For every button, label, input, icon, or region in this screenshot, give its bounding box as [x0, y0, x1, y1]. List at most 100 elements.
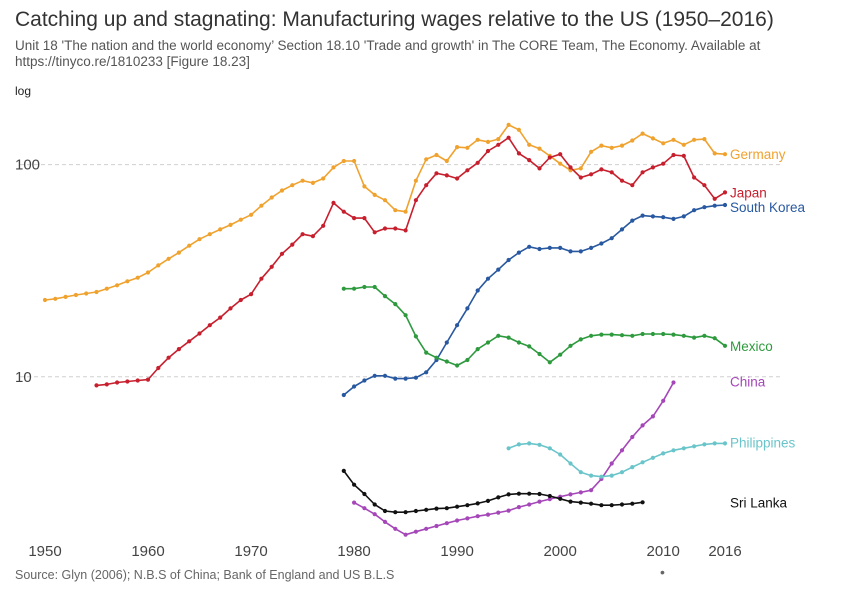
data-point-philippines: [619, 470, 625, 475]
data-point-germany: [424, 157, 429, 162]
series-philippines: [506, 441, 728, 479]
data-point-japan: [197, 331, 202, 336]
data-point-china: [413, 529, 418, 534]
series-germany: [42, 122, 728, 303]
source-note: Source: Glyn (2006); N.B.S of China; Ban…: [15, 568, 395, 582]
series-label-south-korea: South Korea: [730, 200, 806, 215]
data-point-mexico: [702, 333, 707, 338]
data-point-germany: [630, 138, 635, 143]
data-point-mexico: [599, 332, 604, 337]
data-point-japan: [619, 178, 625, 183]
data-point-china: [475, 514, 480, 519]
data-point-mexico: [589, 333, 594, 338]
data-point-philippines: [558, 452, 563, 457]
data-point-south-korea: [589, 245, 594, 250]
data-point-philippines: [547, 446, 552, 451]
data-point-philippines: [630, 465, 635, 470]
data-point-south-korea: [692, 208, 697, 213]
data-point-germany: [681, 142, 686, 147]
data-point-germany: [310, 180, 315, 185]
data-point-mexico: [681, 333, 686, 338]
data-point-japan: [218, 315, 223, 320]
data-point-south-korea: [712, 203, 717, 208]
data-point-germany: [434, 152, 439, 158]
data-point-germany: [73, 292, 78, 298]
data-point-japan: [372, 230, 377, 235]
data-point-philippines: [692, 444, 697, 449]
data-point-sri-lanka: [475, 501, 480, 506]
data-point-germany: [104, 286, 109, 291]
data-point-japan: [187, 339, 192, 344]
data-point-germany: [527, 142, 532, 147]
series-china: [352, 380, 676, 537]
data-point-germany: [84, 291, 89, 296]
data-point-japan: [578, 175, 583, 180]
data-point-germany: [125, 279, 130, 284]
data-point-japan: [156, 365, 161, 371]
data-point-mexico: [506, 335, 511, 340]
data-point-china: [568, 492, 573, 497]
data-point-china: [382, 519, 388, 525]
data-point-germany: [589, 149, 594, 154]
series-sri-lanka: [341, 468, 645, 515]
data-point-south-korea: [527, 244, 532, 249]
data-point-germany: [341, 158, 346, 164]
data-point-japan: [207, 323, 212, 328]
data-point-sri-lanka: [393, 510, 398, 515]
data-point-japan: [176, 347, 181, 352]
subtitle-line-1: Unit 18 'The nation and the world econom…: [15, 38, 761, 53]
data-point-mexico: [444, 359, 449, 364]
data-point-germany: [722, 152, 728, 157]
data-point-mexico: [372, 284, 377, 290]
y-tick-label: 10: [15, 369, 32, 386]
data-point-mexico: [692, 335, 697, 340]
data-point-japan: [692, 175, 697, 180]
data-point-south-korea: [599, 241, 604, 246]
data-point-south-korea: [650, 214, 656, 219]
data-point-japan: [341, 209, 346, 214]
data-point-japan: [444, 173, 449, 178]
data-point-japan: [166, 355, 171, 360]
page-subtitle: Unit 18 'The nation and the world econom…: [15, 38, 835, 70]
data-point-japan: [228, 306, 233, 311]
data-point-germany: [558, 161, 563, 166]
y-tick-label: 100: [15, 157, 40, 174]
data-point-japan: [290, 242, 295, 247]
data-point-mexico: [455, 363, 460, 368]
data-point-germany: [619, 143, 625, 148]
data-point-germany: [362, 184, 367, 189]
data-point-south-korea: [516, 250, 522, 255]
data-point-sri-lanka: [547, 493, 552, 499]
data-point-south-korea: [455, 323, 460, 328]
data-point-china: [527, 502, 532, 507]
data-point-philippines: [681, 446, 686, 451]
data-point-germany: [321, 176, 326, 181]
data-point-germany: [516, 127, 522, 132]
y-axis-label: log: [15, 84, 31, 98]
data-point-sri-lanka: [496, 495, 501, 500]
data-point-sri-lanka: [537, 491, 542, 497]
data-point-germany: [382, 198, 388, 203]
data-point-japan: [125, 379, 130, 384]
data-point-south-korea: [619, 227, 625, 232]
data-point-south-korea: [547, 245, 552, 250]
series-label-mexico: Mexico: [730, 339, 773, 354]
data-point-china: [589, 488, 594, 493]
data-point-germany: [537, 146, 542, 151]
data-point-mexico: [393, 302, 398, 307]
data-point-china: [609, 461, 614, 466]
data-point-sri-lanka: [589, 501, 594, 506]
data-point-japan: [321, 223, 326, 228]
data-point-mexico: [413, 334, 418, 339]
data-point-mexico: [352, 286, 357, 291]
data-point-philippines: [712, 441, 717, 446]
data-point-south-korea: [640, 213, 645, 218]
data-point-philippines: [640, 460, 645, 465]
data-point-germany: [578, 166, 583, 171]
data-point-germany: [238, 217, 243, 222]
data-point-mexico: [547, 360, 552, 365]
data-point-mexico: [485, 340, 491, 345]
data-point-china: [547, 497, 552, 502]
data-point-sri-lanka: [568, 499, 573, 504]
data-point-china: [661, 398, 666, 403]
